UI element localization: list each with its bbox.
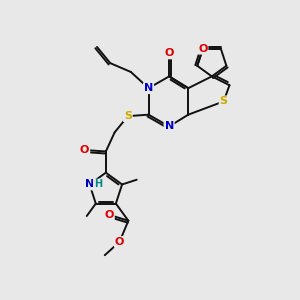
- Text: O: O: [115, 237, 124, 247]
- Text: N: N: [85, 179, 94, 190]
- Text: N: N: [144, 83, 153, 93]
- Text: O: O: [104, 210, 114, 220]
- Text: O: O: [164, 48, 174, 59]
- Text: H: H: [94, 179, 102, 190]
- Text: O: O: [80, 145, 89, 155]
- Text: N: N: [164, 122, 174, 131]
- Text: S: S: [220, 96, 228, 106]
- Text: S: S: [124, 111, 132, 121]
- Text: O: O: [198, 44, 208, 54]
